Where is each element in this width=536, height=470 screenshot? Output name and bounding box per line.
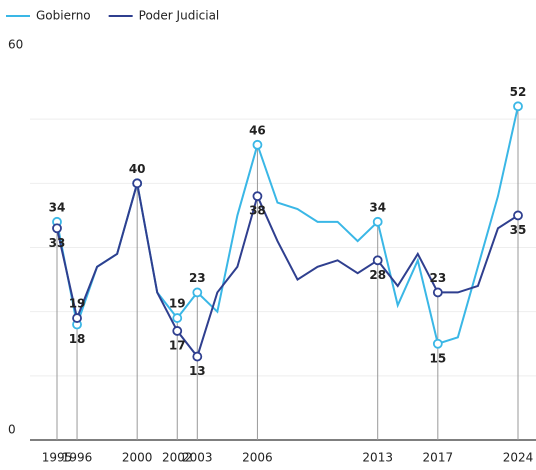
data-label: 34 — [369, 200, 386, 214]
x-tick-label: 2000 — [122, 451, 153, 465]
point — [372, 216, 383, 227]
point — [513, 101, 523, 112]
legend-label: Poder Judicial — [139, 9, 220, 23]
data-label: 35 — [510, 223, 527, 237]
point — [172, 326, 183, 336]
data-label: 19 — [169, 297, 186, 311]
data-label: 34 — [49, 200, 66, 214]
x-tick-label: 2002 — [162, 451, 193, 465]
x-tick-label: 2024 — [503, 451, 534, 465]
x-tick-label: 2017 — [423, 451, 454, 465]
point — [252, 191, 263, 202]
point — [72, 313, 82, 323]
data-label: 40 — [129, 162, 146, 176]
data-label: 23 — [189, 271, 206, 285]
data-label: 33 — [49, 236, 66, 250]
data-label: 23 — [429, 271, 446, 285]
data-label: 38 — [249, 204, 266, 218]
point — [172, 313, 183, 323]
point — [192, 351, 203, 362]
point — [513, 210, 523, 221]
y-tick-label: 60 — [8, 38, 23, 52]
data-label: 19 — [69, 297, 86, 311]
data-label: 18 — [69, 332, 86, 346]
point — [52, 223, 62, 234]
point — [192, 287, 203, 298]
x-tick-label: 2006 — [242, 451, 273, 465]
data-label: 46 — [249, 123, 266, 137]
data-label: 28 — [369, 268, 386, 282]
x-tick-label: 1995 — [42, 451, 73, 465]
point — [252, 139, 263, 150]
data-label: 17 — [169, 338, 186, 352]
point — [132, 178, 143, 189]
point — [432, 338, 443, 349]
data-label: 15 — [429, 351, 446, 365]
y-tick-label: 0 — [8, 423, 16, 437]
data-label: 13 — [189, 364, 206, 378]
x-tick-label: 2013 — [362, 451, 393, 465]
legend-label: Gobierno — [36, 9, 91, 23]
x-tick-label: 1996 — [62, 451, 93, 465]
point — [372, 255, 383, 266]
x-tick-label: 2003 — [182, 451, 213, 465]
data-label: 52 — [510, 85, 527, 99]
point — [432, 287, 443, 298]
series-line — [56, 183, 519, 359]
